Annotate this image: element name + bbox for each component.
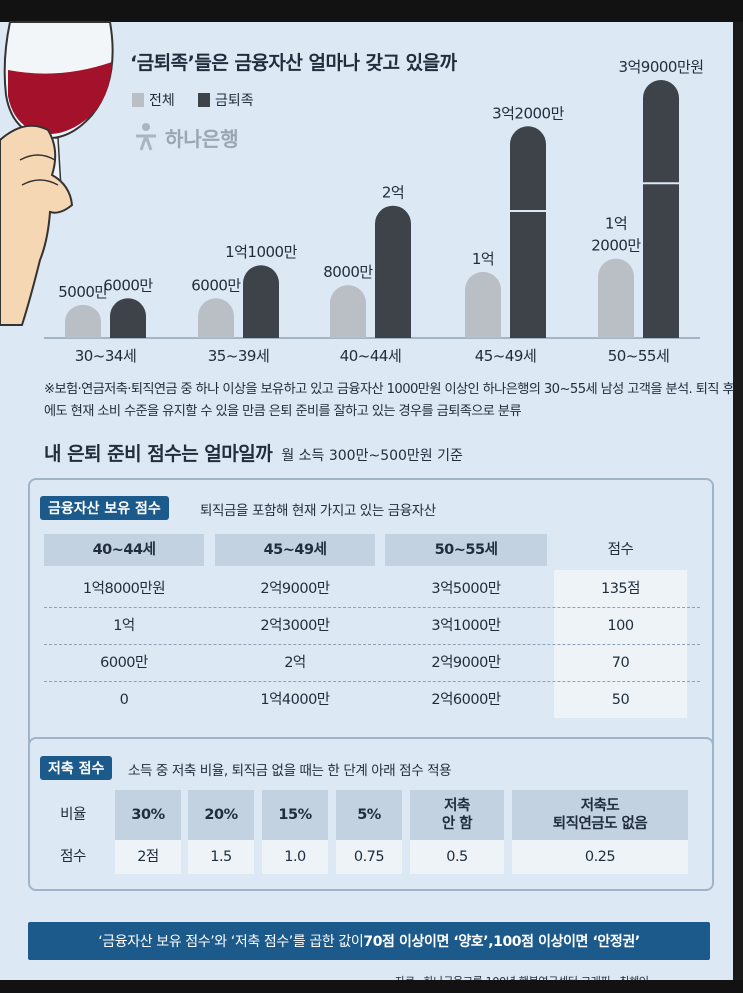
legend-retire: 금퇴족 [198, 90, 254, 110]
x-tick-label-3: 45~49세 [475, 347, 537, 365]
banner-text-a: ‘금융자산 보유 점수’와 ‘저축 점수’를 곱한 값이 [98, 934, 364, 950]
savings-table-header-3: 5% [336, 790, 402, 840]
value-label-retire-1: 1억1000만 [225, 243, 298, 261]
asset-table-cell: 135점 [600, 580, 641, 597]
chart-footnote: ※보험·연금저축·퇴직연금 중 하나 이상을 보유하고 있고 금융자산 1000… [44, 382, 735, 419]
savings-table-score-1: 1.5 [188, 840, 254, 874]
bar-retire-1 [243, 265, 279, 338]
bar-retire-2 [375, 205, 411, 338]
x-tick-label-4: 50~55세 [608, 347, 670, 365]
asset-table-cell: 50 [611, 691, 630, 708]
legend-total: 전체 [132, 90, 175, 110]
asset-table-cell: 2억9000만 [260, 580, 330, 597]
value-label-retire-4: 3억9000만원 [618, 58, 703, 76]
asset-table-cell: 100 [607, 617, 634, 634]
bar-chart: 5000만6000만30~34세6000만1억1000만35~39세8000만2… [44, 58, 704, 365]
hana-logo-text: 하나은행 [165, 126, 239, 151]
value-label-total-4: 1억 [605, 215, 627, 233]
bar-retire-3 [510, 126, 546, 338]
value-label-retire-3: 3억2000만 [492, 104, 565, 122]
value-label-retire-0: 6000만 [103, 276, 153, 294]
savings-table-header-2: 15% [262, 790, 328, 840]
asset-row-divider [44, 607, 700, 608]
savings-table-score-3: 0.75 [336, 840, 402, 874]
legend-label-total: 전체 [149, 93, 175, 109]
savings-score-desc: 소득 중 저축 비율, 퇴직금 없을 때는 한 단계 아래 점수 적용 [128, 763, 452, 779]
section-title-main: 내 은퇴 준비 점수는 얼마일까 [44, 443, 273, 465]
asset-table-cell: 0 [119, 691, 129, 708]
legend-label-retire: 금퇴족 [215, 93, 254, 109]
bar-total-2 [330, 285, 366, 338]
asset-table-cell: 2억3000만 [260, 617, 330, 634]
value-label-retire-2: 2억 [382, 184, 404, 202]
savings-row-label-score: 점수 [60, 849, 86, 865]
bottom-dark-bar [0, 980, 743, 993]
asset-table-cell: 3억5000만 [431, 580, 501, 597]
asset-table-cell: 2억6000만 [431, 691, 501, 708]
chart-title: ‘금퇴족’들은 금융자산 얼마나 갖고 있을까 [130, 52, 457, 74]
hana-logo-icon [136, 123, 156, 151]
asset-table-cell: 2억9000만 [431, 654, 501, 671]
asset-table-cell: 6000만 [100, 654, 148, 671]
savings-table-header-0: 30% [115, 790, 181, 840]
banner-text-b: 70점 이상이면 ‘양호’, [363, 934, 494, 950]
value-label-total-3: 1억 [472, 250, 494, 268]
asset-table-header-3: 점수 [607, 542, 634, 558]
bar-total-0 [65, 304, 101, 338]
value-label-total-4: 2000만 [591, 237, 641, 255]
asset-table-cell: 1억8000만원 [82, 580, 166, 597]
x-tick-label-0: 30~34세 [75, 347, 137, 365]
hana-bank-logo: 하나은행 [133, 122, 239, 152]
asset-row-divider [44, 681, 700, 682]
conclusion-banner: ‘금융자산 보유 점수’와 ‘저축 점수’를 곱한 값이 70점 이상이면 ‘양… [28, 922, 710, 960]
asset-table-header-1: 45~49세 [215, 534, 375, 566]
x-tick-label-2: 40~44세 [340, 347, 402, 365]
savings-table-header-4: 저축 안 함 [410, 790, 504, 840]
infographic-panel: ‘금퇴족’들은 금융자산 얼마나 갖고 있을까 전체 금퇴족 하나은행 5000… [0, 21, 735, 988]
bar-retire-4 [643, 80, 679, 338]
value-label-total-0: 5000만 [58, 283, 108, 301]
savings-row-label-ratio: 비율 [60, 807, 86, 823]
asset-table-cell: 70 [611, 654, 630, 671]
savings-table-score-0: 2점 [115, 840, 181, 874]
legend-swatch-total [132, 93, 144, 107]
asset-table-cell: 1억4000만 [260, 691, 330, 708]
banner-text-d: 100점 이상이면 ‘안정권’ [493, 934, 640, 950]
bar-total-1 [198, 298, 234, 338]
asset-score-desc: 퇴직금을 포함해 현재 가지고 있는 금융자산 [200, 503, 436, 519]
asset-table-header-2: 50~55세 [385, 534, 547, 566]
savings-table-score-4: 0.5 [410, 840, 504, 874]
asset-table-cell: 1억 [113, 617, 135, 634]
savings-score-pill: 저축 점수 [40, 756, 113, 780]
section-title: 내 은퇴 준비 점수는 얼마일까 월 소득 300만~500만원 기준 [44, 439, 463, 466]
wine-glass-illustration [0, 21, 114, 326]
savings-table-header-5: 저축도 퇴직연금도 없음 [512, 790, 688, 840]
legend-swatch-retire [198, 93, 210, 107]
savings-table-score-5: 0.25 [512, 840, 688, 874]
savings-table-header-1: 20% [188, 790, 254, 840]
top-dark-bar [0, 0, 743, 22]
savings-table-score-2: 1.0 [262, 840, 328, 874]
x-tick-label-1: 35~39세 [208, 347, 270, 365]
bar-retire-0 [110, 298, 146, 338]
asset-table-header-0: 40~44세 [44, 534, 204, 566]
bar-total-3 [465, 271, 501, 338]
asset-table-cell: 3억1000만 [431, 617, 501, 634]
asset-score-pill: 금융자산 보유 점수 [40, 496, 169, 520]
value-label-total-2: 8000만 [323, 263, 373, 281]
asset-table-cell: 2억 [284, 654, 306, 671]
value-label-total-1: 6000만 [191, 276, 241, 294]
asset-row-divider [44, 644, 700, 645]
bar-total-4 [598, 258, 634, 338]
section-title-sub: 월 소득 300만~500만원 기준 [281, 448, 463, 464]
